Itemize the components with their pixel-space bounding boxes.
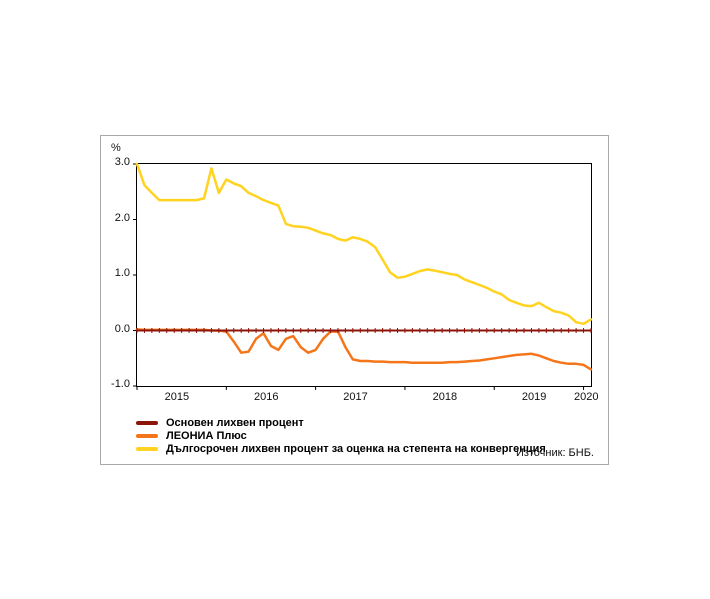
x-tick-label: 2019 (521, 391, 547, 403)
legend-label-long-term-rate: Дългосрочен лихвен процент за оценка на … (166, 442, 546, 455)
legend-swatch-base-rate (136, 420, 158, 425)
series-line-2 (135, 162, 593, 326)
x-tick-label: 2017 (343, 391, 368, 403)
legend: Основен лихвен процент ЛЕОНИА Плюс Дълго… (136, 416, 546, 455)
x-tick-label: 2016 (253, 391, 279, 403)
chart-frame: % Основен лихвен процент ЛЕОНИА Плюс Дъл… (100, 135, 609, 465)
legend-swatch-leonia-plus (136, 433, 158, 438)
chart-canvas (133, 162, 593, 390)
y-tick-label: 2.0 (114, 211, 130, 224)
y-tick-label: 1.0 (114, 267, 130, 279)
legend-item-base-rate: Основен лихвен процент (136, 416, 546, 429)
series-line-1 (135, 328, 593, 371)
y-tick-label: 0.0 (114, 322, 130, 335)
legend-label-base-rate: Основен лихвен процент (166, 416, 304, 429)
y-tick-label: -1.0 (111, 378, 130, 390)
legend-label-leonia-plus: ЛЕОНИА Плюс (166, 429, 247, 442)
y-axis-unit-label: % (111, 142, 121, 154)
legend-item-leonia-plus: ЛЕОНИА Плюс (136, 429, 546, 442)
legend-item-long-term-rate: Дългосрочен лихвен процент за оценка на … (136, 442, 546, 455)
plot-area (133, 162, 593, 390)
legend-swatch-long-term-rate (136, 446, 158, 451)
x-tick-label: 2015 (164, 391, 190, 403)
y-tick-label: 3.0 (114, 156, 130, 168)
x-tick-label: 2018 (432, 391, 458, 403)
source-note: Източник: БНБ. (515, 447, 594, 459)
x-tick-label: 2020 (574, 391, 599, 403)
